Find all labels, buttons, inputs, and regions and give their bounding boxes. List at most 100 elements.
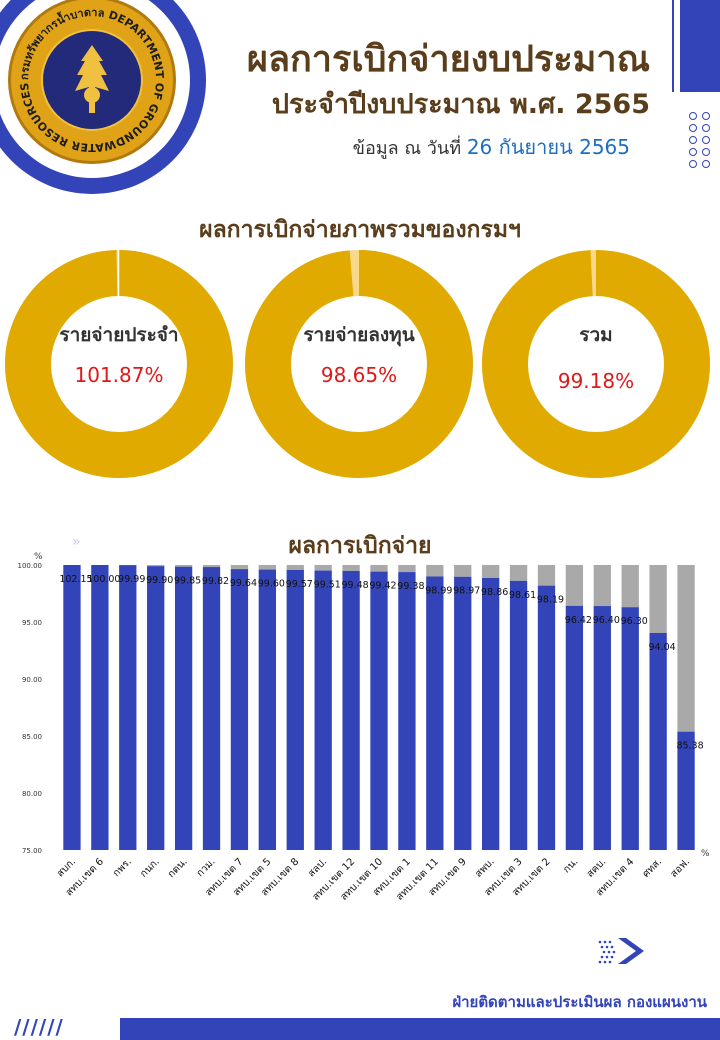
bar: [426, 576, 444, 850]
bar: [258, 569, 277, 850]
corner-accent-line: [672, 0, 674, 92]
x-tick-label: สบก.: [55, 856, 78, 879]
bar-remainder: [677, 565, 695, 732]
bar-remainder: [370, 565, 388, 572]
donut-value: 99.18%: [557, 369, 635, 393]
bar-remainder: [202, 565, 221, 568]
bar-remainder: [593, 565, 611, 607]
bar: [509, 580, 528, 850]
donut-segment: [482, 250, 710, 478]
page-title: ผลการเบิกจ่ายงบประมาณ: [246, 39, 650, 80]
bar-value-label: 102.15: [59, 574, 92, 585]
bar-remainder: [537, 565, 556, 586]
bar-value-label: 99.48: [341, 580, 368, 591]
chart-heading: ผลการเบิกจ่าย: [288, 533, 432, 559]
bar-remainder: [147, 565, 165, 567]
bar-value-label: 98.86: [481, 587, 508, 598]
bar-value-label: 96.30: [621, 616, 648, 627]
logo-emblem: [41, 29, 143, 131]
bar-value-label: 99.60: [258, 579, 285, 590]
date-value: 26 กันยายน 2565: [466, 135, 630, 159]
bar-remainder: [454, 565, 472, 577]
donut-investment: รายจ่ายลงทุน 98.65%: [245, 250, 473, 478]
bar-value-label: 100.00: [87, 574, 120, 585]
bar: [314, 570, 332, 850]
bar-remainder: [621, 565, 639, 608]
bar: [537, 585, 556, 850]
bar: [230, 569, 249, 850]
y-tick-label: 80.00: [22, 790, 42, 798]
donut-value: 101.87%: [74, 363, 164, 387]
bar-remainder: [565, 565, 584, 606]
bar: [286, 569, 304, 850]
donut-label: รายจ่ายประจำ: [59, 324, 179, 346]
bar: [481, 577, 500, 850]
bar-remainder: [426, 565, 444, 577]
y-tick-label: 90.00: [22, 676, 42, 684]
bar-value-label: 99.42: [369, 581, 396, 592]
x-tick-label: กนก.: [138, 856, 161, 879]
bar-value-label: 98.61: [509, 590, 536, 601]
bar-value-label: 99.38: [397, 581, 424, 592]
naga-emblem-icon: [75, 45, 109, 113]
bar: [63, 565, 81, 850]
bar-remainder: [342, 565, 360, 571]
footer-bar: [120, 1018, 720, 1040]
x-tick-label: ศทส.: [641, 856, 665, 880]
bar-value-label: 94.04: [649, 642, 676, 653]
bar-value-label: 96.40: [593, 615, 620, 626]
donut-total: รวม 99.18%: [482, 250, 710, 478]
bar-remainder: [258, 565, 277, 570]
donut-value: 98.65%: [320, 363, 398, 387]
bar-value-label: 99.90: [146, 575, 173, 586]
x-tick-label: กวม.: [195, 856, 218, 879]
overview-heading: ผลการเบิกจ่ายภาพรวมของกรมฯ: [199, 217, 521, 243]
bar: [202, 567, 221, 850]
x-axis-unit: %: [701, 849, 710, 859]
page-subtitle: ประจำปีงบประมาณ พ.ศ. 2565: [271, 89, 650, 120]
x-tick-label: สพบ.: [473, 856, 497, 880]
donut-ring: [245, 250, 473, 478]
bar-remainder: [174, 565, 193, 567]
bar: [398, 572, 416, 850]
bar-remainder: [230, 565, 249, 570]
bar-remainder: [509, 565, 528, 581]
disbursement-bar-chart: %%100.0095.0090.0085.0080.0075.00102.15ส…: [18, 552, 711, 903]
bar-remainder: [286, 565, 304, 570]
bar: [621, 607, 639, 850]
bar: [454, 576, 472, 850]
bar-remainder: [314, 565, 332, 571]
footer-slashes: //////: [14, 1015, 64, 1039]
donut-label: รวม: [579, 324, 613, 346]
decorative-dots: [689, 112, 713, 178]
bar: [370, 571, 388, 850]
bar: [174, 566, 193, 850]
bar: [91, 565, 109, 850]
bar: [147, 566, 165, 850]
y-tick-label: 85.00: [22, 733, 42, 741]
bar-value-label: 98.99: [425, 586, 452, 597]
bar-remainder: [649, 565, 667, 633]
bar-value-label: 99.85: [174, 576, 201, 587]
x-tick-label: สคบ.: [585, 856, 609, 880]
bar: [593, 606, 611, 850]
donut-recurring: รายจ่ายประจำ 101.87%: [5, 250, 233, 478]
x-tick-label: กพร.: [111, 856, 134, 879]
y-axis-unit: %: [34, 552, 43, 562]
bar: [119, 565, 137, 850]
bar-value-label: 98.19: [537, 595, 564, 606]
bar-value-label: 96.42: [565, 615, 592, 626]
department-logo: กรมทรัพยากรน้ำบาดาล DEPARTMENT OF GROUND…: [8, 0, 176, 164]
date-prefix: ข้อมูล ณ วันที่: [352, 138, 462, 159]
y-tick-label: 100.00: [18, 562, 43, 570]
bar: [677, 731, 695, 850]
bar-value-label: 85.38: [676, 741, 703, 752]
x-tick-label: สลป.: [306, 856, 329, 879]
x-tick-label: กตน.: [166, 856, 190, 880]
corner-accent-bar: [680, 0, 720, 92]
chevron-right-icon: »: [72, 534, 81, 550]
bar-value-label: 99.82: [202, 576, 229, 587]
bar-remainder: [398, 565, 416, 573]
bar: [649, 632, 667, 850]
donut-ring: [482, 250, 710, 478]
